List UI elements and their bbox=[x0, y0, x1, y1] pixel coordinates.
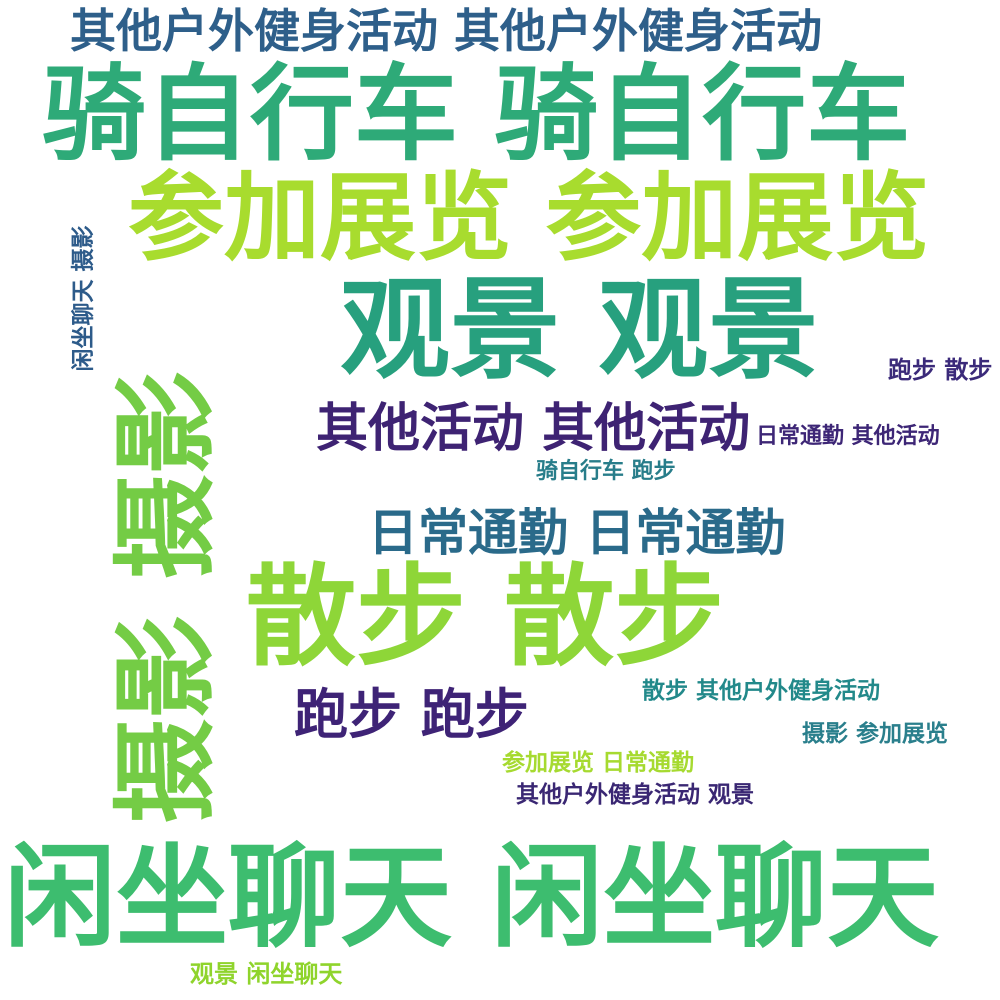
word-other-activity-pair: 其他活动 其他活动 bbox=[316, 399, 751, 459]
word-running-pair: 跑步 跑步 bbox=[294, 683, 529, 746]
word-outdoor-fitness-sightseeing: 其他户外健身活动 观景 bbox=[516, 782, 755, 808]
word-walking-outdoor-fitness: 散步 其他户外健身活动 bbox=[642, 678, 881, 704]
word-photography-pair-vertical: 摄影 摄影 bbox=[105, 370, 227, 824]
word-outdoor-fitness-pair: 其他户外健身活动 其他户外健身活动 bbox=[70, 4, 823, 58]
word-walking-pair: 散步 散步 bbox=[246, 553, 725, 681]
word-commute-other: 日常通勤 其他活动 bbox=[756, 424, 940, 449]
word-sightseeing-pair: 观景 观景 bbox=[340, 266, 819, 394]
word-chatting-pair: 闲坐聊天 闲坐聊天 bbox=[4, 833, 939, 963]
word-exhibition-commute: 参加展览 日常通勤 bbox=[502, 750, 695, 776]
word-running-walking: 跑步 散步 bbox=[888, 356, 993, 384]
word-commute-pair: 日常通勤 日常通勤 bbox=[368, 504, 786, 562]
word-cycling-running: 骑自行车 跑步 bbox=[536, 459, 676, 484]
word-chatting-photography-vertical: 闲坐聊天 摄影 bbox=[70, 225, 97, 372]
word-sightseeing-chatting: 观景 闲坐聊天 bbox=[190, 960, 343, 988]
word-cycling-pair: 骑自行车 骑自行车 bbox=[42, 53, 911, 175]
word-exhibition-pair: 参加展览 参加展览 bbox=[128, 162, 930, 274]
word-photography-exhibition: 摄影 参加展览 bbox=[802, 721, 949, 747]
